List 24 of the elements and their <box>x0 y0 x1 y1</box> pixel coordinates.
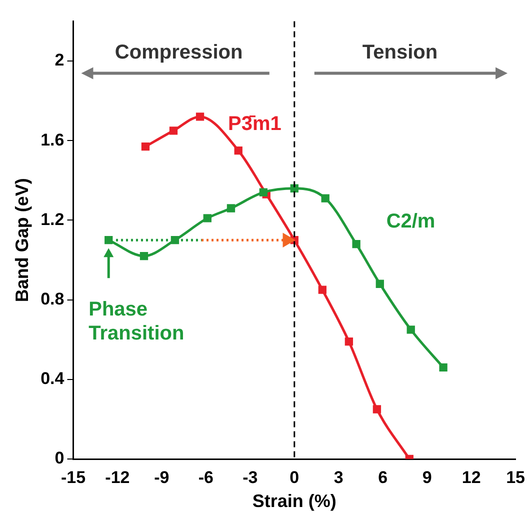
x-tick-label: -3 <box>242 468 258 487</box>
y-tick-label: 0.4 <box>40 369 65 388</box>
y-tick-label: 1.6 <box>40 130 64 150</box>
x-tick-label: -12 <box>105 468 130 487</box>
x-tick-label: 12 <box>462 468 481 487</box>
annotation: Phase Transition <box>88 298 184 345</box>
x-tick-label: 15 <box>506 468 526 487</box>
x-axis-title: Strain (%) <box>252 491 336 512</box>
y-axis-title: Band Gap (eV) <box>12 178 32 302</box>
series-label: C2/m <box>386 210 436 233</box>
annotation: Tension <box>362 42 438 64</box>
x-tick-label: -9 <box>154 468 170 487</box>
annotation: Compression <box>114 42 243 64</box>
x-tick-label: 0 <box>290 468 300 487</box>
x-tick-label: -6 <box>198 468 214 487</box>
x-tick-label: 6 <box>378 468 388 487</box>
series-label: P3̄m1 <box>228 113 282 136</box>
y-tick-label: 1.2 <box>40 210 64 229</box>
x-tick-label: 3 <box>334 468 344 487</box>
y-tick-label: 2 <box>54 50 64 70</box>
x-tick-label: -15 <box>60 468 86 487</box>
x-tick-label: 9 <box>422 468 432 487</box>
y-tick-label: 0.8 <box>40 289 64 308</box>
y-tick-label: 0 <box>54 448 64 468</box>
